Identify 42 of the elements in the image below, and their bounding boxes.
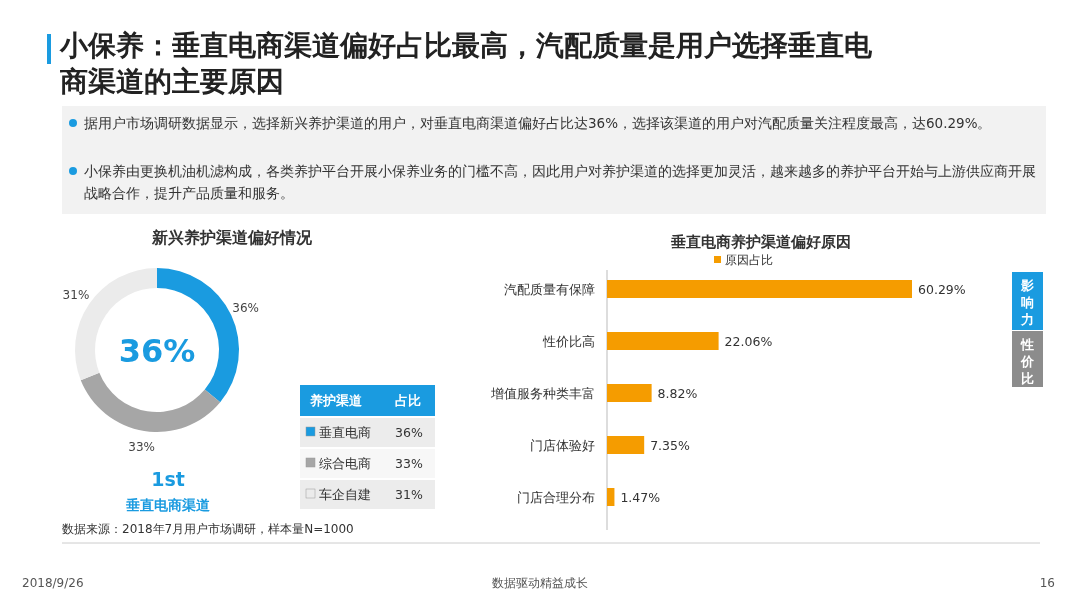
text: 据用户市场调研数据显示，选择新兴养护渠道的用户，对垂直电商渠道偏好占比达36%，选择该渠道的用户对汽配质量关注程度最高，达60.29%。 — [84, 114, 993, 133]
legend-label: 垂直电商 — [319, 425, 371, 440]
text: 垂直电商渠道 — [125, 497, 211, 513]
text: 占比 — [395, 393, 421, 408]
bar — [607, 436, 645, 454]
text: 性价比 — [1019, 337, 1035, 386]
bar — [607, 384, 652, 402]
text: 小保养由更换机油机滤构成，各类养护平台开展小保养业务的门槛不高，因此用户对养护渠道的选择更加灵活，越来越多的养护平台开始与上游供应商开展战略合作，提升产品质量和服务。 — [84, 162, 1037, 203]
text: 1st — [151, 468, 185, 490]
text: 36% — [395, 425, 423, 440]
data-label: 22.06% — [724, 334, 773, 349]
y-tick-label: 门店体验好 — [530, 438, 595, 453]
text: 16 — [1039, 576, 1055, 590]
data-label: 36% — [232, 301, 260, 316]
data-label: 60.29% — [918, 282, 966, 297]
text: 2018/9/26 — [22, 576, 84, 590]
y-tick-label: 汽配质量有保障 — [504, 282, 595, 297]
legend-label: 综合电商 — [319, 456, 371, 471]
text: 影响力 — [1019, 278, 1034, 327]
donut-slice — [80, 372, 221, 432]
text: 33% — [395, 456, 423, 471]
data-label: 31% — [62, 287, 90, 302]
text: 小保养：垂直电商渠道偏好占比最高，汽配质量是用户选择垂直电商渠道的主要原因 — [60, 28, 873, 100]
chart-title: 新兴养护渠道偏好情况 — [151, 228, 313, 247]
bar — [607, 280, 912, 298]
data-label: 33% — [128, 439, 156, 454]
source-note: 数据来源：2018年7月用户市场调研，样本量N=1000 — [62, 522, 354, 536]
legend-label: 车企自建 — [319, 487, 371, 502]
legend-label: 原因占比 — [725, 253, 773, 267]
y-tick-label: 门店合理分布 — [517, 490, 595, 505]
y-tick-label: 增值服务种类丰富 — [490, 386, 595, 401]
y-tick-label: 性价比高 — [542, 334, 595, 349]
text: 31% — [395, 487, 423, 502]
chart-title: 垂直电商养护渠道偏好原因 — [670, 233, 851, 251]
bar — [607, 488, 615, 506]
bar — [607, 332, 719, 350]
text: 36% — [118, 332, 196, 370]
data-label: 8.82% — [657, 386, 698, 401]
text: 数据驱动精益成长 — [492, 576, 588, 590]
data-label: 1.47% — [620, 490, 661, 505]
data-label: 7.35% — [650, 438, 691, 453]
legend-title: 养护渠道 — [309, 393, 363, 408]
